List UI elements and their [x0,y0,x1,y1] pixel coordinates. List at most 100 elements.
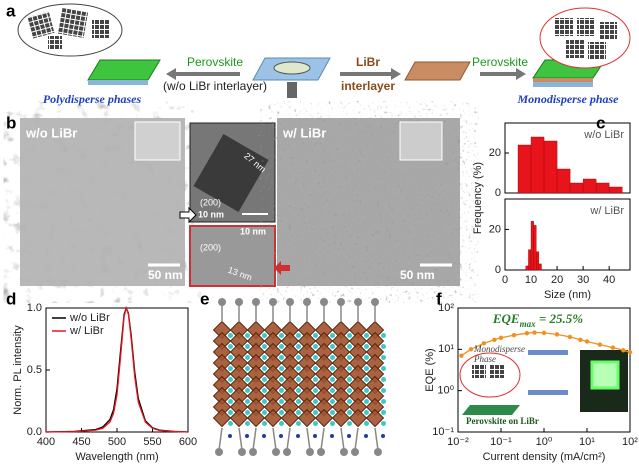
label: Monodisperse phase [516,92,619,106]
ligand [340,427,345,451]
y-tick-label: 20 [489,147,501,159]
label: w/o LiBr [25,125,77,140]
panel-label: a [6,1,16,20]
cation [262,388,267,393]
point [459,353,464,358]
x-axis-label: Current density (mA/cm²) [483,451,606,463]
x-tick-label: 10⁰ [536,436,553,448]
ligand-head [374,448,382,456]
inset-label: Monodisperse [473,344,525,354]
label: 10 nm [198,209,224,219]
glow [590,360,620,390]
series-line [45,305,189,433]
cation [381,388,386,393]
plot-frame [45,307,189,433]
octahedron [229,375,249,395]
ligand [320,427,325,451]
cation [381,421,386,426]
label: 50 nm [148,268,183,282]
crystal [577,18,595,36]
crystal [193,134,269,212]
ligand-head [303,298,311,306]
octahedron [297,386,317,406]
ligand [218,427,223,451]
point [511,332,517,338]
cation [228,344,233,349]
point [481,341,487,346]
x-tick-label: 20 [551,274,563,286]
ion [262,434,266,438]
octahedron [212,364,232,384]
hrtem-image [189,225,276,287]
y-tick-label: 0 [495,264,501,276]
crystal [599,22,617,40]
cation [262,399,267,404]
cation [228,333,233,338]
cation [245,355,250,360]
octahedron [314,375,334,395]
cation [279,421,284,426]
cation [364,333,369,338]
cation [296,366,301,371]
cation [330,410,335,415]
octahedron [331,331,351,351]
octahedron [229,364,249,384]
cation [364,366,369,371]
ligand-head [218,298,226,306]
cation [262,366,267,371]
bar [582,178,597,194]
ligand-head [351,448,359,456]
octahedron [280,364,300,384]
octahedron [297,408,317,428]
inset-label: Phase [473,354,496,364]
x-tick-label: 10¹ [579,436,595,448]
x-tick-label: 550 [143,436,161,448]
x-tick-label: 10 [525,274,537,286]
point [541,330,547,336]
plot-frame [504,198,631,271]
point [578,337,583,343]
octahedron [246,331,266,351]
y-axis-label: Frequency (%) [472,162,484,234]
panel-label: d [6,289,16,308]
ligand [286,427,291,451]
octahedron [263,364,283,384]
octahedron [314,353,334,373]
octahedron [365,353,385,373]
crystal-structure [212,298,386,456]
octahedron [314,342,334,362]
ligand-head [238,448,246,456]
shaft [287,82,297,98]
cation [330,344,335,349]
octahedron [365,397,385,417]
octahedron [212,353,232,373]
arrow-head [516,68,526,80]
octahedron [365,342,385,362]
octahedron [348,331,368,351]
cation [296,377,301,382]
ion [381,434,385,438]
cation [313,344,318,349]
octahedron [229,320,249,340]
ligand-head [320,298,328,306]
ion [296,434,300,438]
cation [364,399,369,404]
cation [347,344,352,349]
ligand-head [235,298,243,306]
label: Perovskite [472,55,528,69]
point [524,331,530,336]
octahedron [263,408,283,428]
cation [245,333,250,338]
bar [517,144,532,194]
point [468,347,474,352]
cation [296,344,301,349]
y-tick-label: 0.0 [27,426,42,438]
label: (200) [200,197,221,207]
cation [381,366,386,371]
octahedron [280,375,300,395]
octahedron [212,331,232,351]
bar [533,225,537,271]
cation [245,421,250,426]
x-tick-label: 10² [622,436,638,448]
octahedron [348,320,368,340]
